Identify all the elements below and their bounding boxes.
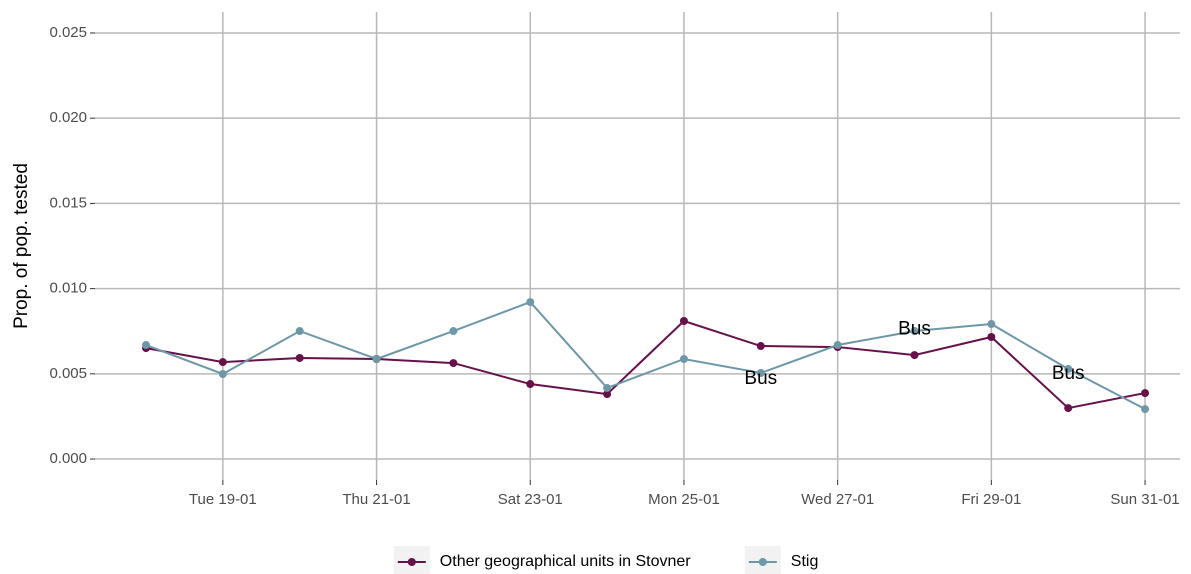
data-point <box>295 327 304 336</box>
legend-label: Stig <box>791 553 819 570</box>
data-point <box>987 333 996 342</box>
data-point <box>218 358 227 367</box>
x-tick-label: Sun 31-01 <box>1110 491 1179 508</box>
data-point <box>679 354 688 363</box>
y-tick-label: 0.015 <box>49 194 87 211</box>
data-point <box>1064 365 1073 374</box>
legend-key-point <box>758 558 767 566</box>
data-point <box>1064 404 1073 413</box>
x-tick-label: Tue 19-01 <box>189 491 257 508</box>
data-point <box>756 342 765 351</box>
data-point <box>526 380 535 389</box>
x-tick-label: Wed 27-01 <box>801 491 874 508</box>
x-tick-label: Sat 23-01 <box>498 491 563 508</box>
series-line <box>145 319 1146 410</box>
y-tick-label: 0.000 <box>49 450 87 467</box>
data-point <box>987 320 996 329</box>
data-point <box>833 341 842 350</box>
data-point <box>1141 389 1150 398</box>
annotation: Bus <box>1052 363 1085 384</box>
annotation: Bus <box>898 319 931 340</box>
y-tick-label: 0.020 <box>49 109 87 126</box>
y-axis-label: Prop. of pop. tested <box>11 163 32 329</box>
legend-label: Other geographical units in Stovner <box>440 553 691 570</box>
legend: Other geographical units in Stovner Stig <box>393 546 819 574</box>
annotation: Bus <box>744 368 777 389</box>
data-point <box>295 353 304 362</box>
x-tick-label: Thu 21-01 <box>342 491 410 508</box>
data-point <box>372 354 381 363</box>
data-point <box>910 327 919 336</box>
y-tick-label: 0.025 <box>49 24 87 41</box>
y-tick-label: 0.005 <box>49 365 87 382</box>
data-point <box>142 341 150 350</box>
x-tick-label: Mon 25-01 <box>648 491 720 508</box>
data-point <box>218 369 227 378</box>
data-point <box>603 390 612 399</box>
data-point <box>679 316 688 325</box>
data-point <box>526 298 535 307</box>
x-tick-label: Fri 29-01 <box>961 491 1021 508</box>
data-point <box>1141 405 1150 414</box>
data-point <box>449 327 458 336</box>
data-point <box>910 351 919 360</box>
y-tick-label: 0.010 <box>49 280 87 297</box>
data-point <box>756 368 765 377</box>
series-line <box>145 300 1146 410</box>
data-point <box>449 359 458 368</box>
legend-key-point <box>407 558 416 566</box>
data-point <box>603 383 612 392</box>
